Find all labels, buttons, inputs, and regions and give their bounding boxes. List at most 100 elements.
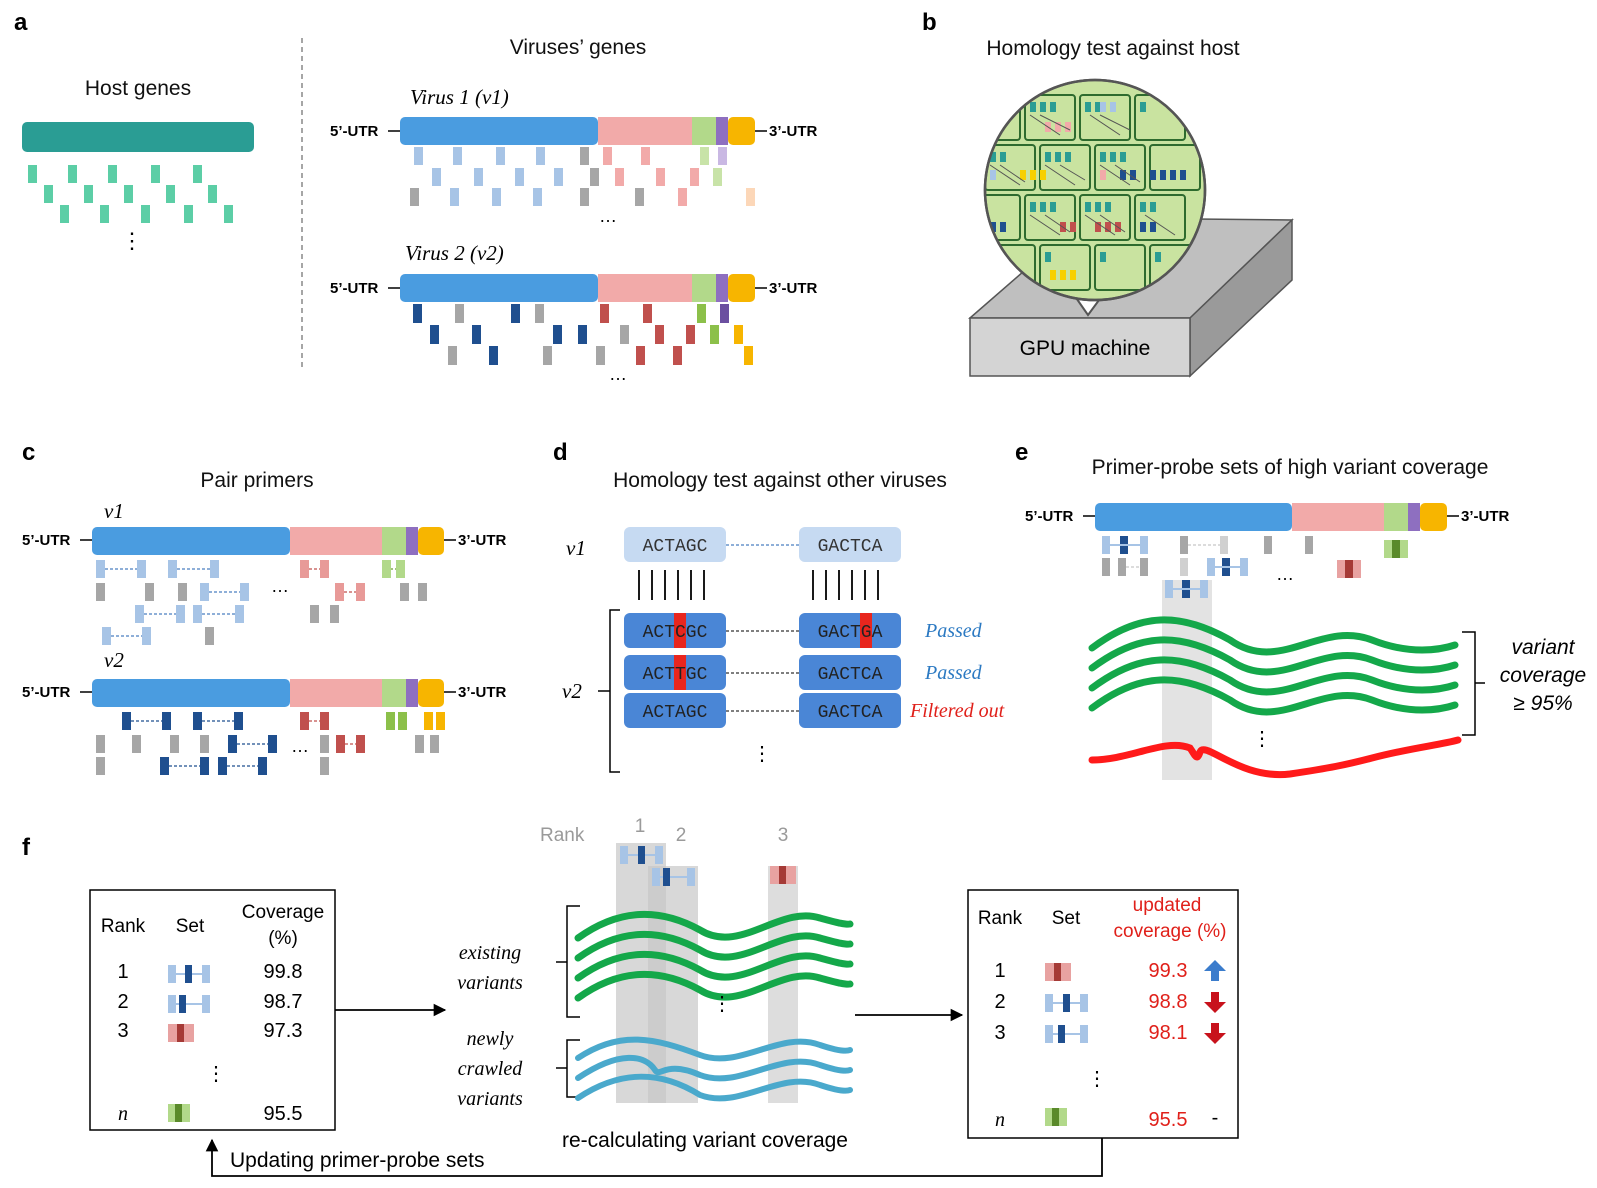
d-row1-right-text: GACTGA (818, 623, 883, 643)
virus2-genome: 5’-UTR 3’-UTR (330, 274, 818, 302)
d-v2-label: v2 (562, 679, 582, 703)
f-new-line2: crawled (458, 1058, 523, 1080)
f-rank-num-2: 2 (676, 825, 687, 846)
f-left-cov-2: 98.7 (264, 991, 303, 1013)
d-row1-right (799, 613, 901, 648)
d-row3-right-text: GACTCA (818, 703, 883, 723)
f-rank-label: Rank (540, 825, 585, 846)
f-right-vdots: ⋮ (1087, 1068, 1107, 1090)
c-v2-genome: 5’-UTR 3’-UTR (22, 679, 507, 707)
f-feedback-loop (205, 1138, 1103, 1177)
f-left-set-1 (168, 965, 210, 983)
d-row3-status: Filtered out (909, 700, 1005, 722)
f-new-waves (575, 1036, 853, 1102)
f-right-cov-1: 99.3 (1149, 960, 1188, 982)
e-genome: 5’-UTR 3’-UTR (1025, 503, 1510, 531)
f-left-cov-3: 97.3 (264, 1020, 303, 1042)
d-v1-label: v1 (566, 536, 586, 560)
panel-e: e Primer-probe sets of high variant cove… (1015, 439, 1586, 780)
d-ref-right (799, 527, 901, 562)
c-v1-genome: 5’-UTR 3’-UTR (22, 527, 507, 555)
e-coverage-line1: variant (1511, 636, 1575, 659)
f-left-set-2 (168, 995, 210, 1013)
f-left-header-pct: (%) (268, 928, 298, 949)
host-genes-title: Host genes (85, 77, 191, 100)
c-v1-ellipsis: … (271, 576, 289, 596)
f-right-header-set: Set (1052, 908, 1081, 929)
f-left-rank-1: 1 (117, 961, 128, 983)
viruses-genes-title: Viruses’ genes (510, 36, 647, 59)
f-new-line3: variants (457, 1088, 523, 1110)
virus2-ellipsis: … (609, 364, 627, 384)
d-row1-left-text: ACTCGC (643, 623, 708, 643)
c-v2-utr3: 3’-UTR (458, 684, 507, 701)
f-mid-set-1 (620, 846, 663, 864)
f-right-rank-n: n (995, 1109, 1005, 1131)
f-right-set-n (1045, 1108, 1067, 1126)
f-right-trend-2-down-arrow-icon (1204, 992, 1226, 1013)
f-right-trend-n: - (1212, 1107, 1219, 1129)
f-left-cov-1: 99.8 (264, 961, 303, 983)
f-left-set-n (168, 1104, 190, 1122)
f-left-header-coverage: Coverage (242, 902, 324, 923)
d-vdots: ⋮ (752, 743, 772, 765)
virus2-name: Virus 2 (v2) (405, 241, 504, 265)
c-v1-label: v1 (104, 499, 124, 523)
v2-utr5: 5’-UTR (330, 280, 379, 297)
c-v2-pairs (96, 712, 445, 775)
f-right-rank-2: 2 (994, 991, 1005, 1013)
f-right-cov-3: 98.1 (1149, 1022, 1188, 1044)
virus1-fragments (410, 147, 755, 206)
magnifier-lens (983, 78, 1207, 317)
panel-a-letter: a (14, 9, 28, 36)
f-existing-line2: variants (457, 972, 523, 994)
f-left-header-rank: Rank (101, 916, 146, 937)
c-v2-utr5: 5’-UTR (22, 684, 71, 701)
f-existing-waves (574, 911, 854, 1002)
e-utr5: 5’-UTR (1025, 508, 1074, 525)
v2-utr3: 3’-UTR (769, 280, 818, 297)
panel-d-title: Homology test against other viruses (613, 469, 947, 492)
f-right-set-3 (1045, 1025, 1088, 1043)
panel-d: d Homology test against other viruses v1… (553, 439, 1005, 773)
d-ref-left-text: ACTAGC (643, 537, 708, 557)
d-v2-bracket (609, 609, 620, 773)
f-right-rank-1: 1 (994, 960, 1005, 982)
f-right-rank-3: 3 (994, 1022, 1005, 1044)
f-recalc-label: re-calculating variant coverage (562, 1129, 848, 1152)
panel-b-title: Homology test against host (986, 37, 1239, 60)
virus1-genome: 5’-UTR 3’-UTR (330, 117, 818, 145)
f-right-table-box (967, 889, 1239, 1139)
gpu-machine-label: GPU machine (1020, 337, 1151, 360)
f-left-table-box (89, 889, 336, 1131)
f-mid-set-2 (652, 868, 695, 886)
e-utr3: 3’-UTR (1461, 508, 1510, 525)
d-row2-right-text: GACTCA (818, 665, 883, 685)
c-v2-ellipsis: … (291, 736, 309, 756)
e-vdots: ⋮ (1252, 728, 1272, 750)
d-ref-right-text: GACTCA (818, 537, 883, 557)
f-left-rank-2: 2 (117, 991, 128, 1013)
f-update-label: Updating primer-probe sets (230, 1149, 484, 1172)
e-variant-waves (1088, 616, 1459, 716)
e-primer-sets (1102, 536, 1408, 598)
virus1-ellipsis: … (599, 206, 617, 226)
virus1-name: Virus 1 (v1) (410, 85, 509, 109)
f-new-line1: newly (467, 1028, 514, 1050)
f-right-trend-3-down-arrow-icon (1204, 1023, 1226, 1044)
panel-d-letter: d (553, 439, 568, 466)
host-gene-bar (22, 122, 254, 152)
f-rank-num-3: 3 (778, 825, 789, 846)
f-right-header-updated: updated (1133, 895, 1202, 916)
panel-b-letter: b (922, 9, 937, 36)
v1-utr3: 3’-UTR (769, 123, 818, 140)
host-vdots: ⋮ (121, 228, 143, 253)
c-v1-utr5: 5’-UTR (22, 532, 71, 549)
c-v1-utr3: 3’-UTR (458, 532, 507, 549)
panel-c-letter: c (22, 439, 35, 466)
e-coverage-line3: ≥ 95% (1513, 692, 1572, 715)
panel-e-title: Primer-probe sets of high variant covera… (1092, 456, 1489, 479)
e-failed-variant-wave (1088, 736, 1462, 779)
c-v1-pairs (96, 560, 427, 645)
